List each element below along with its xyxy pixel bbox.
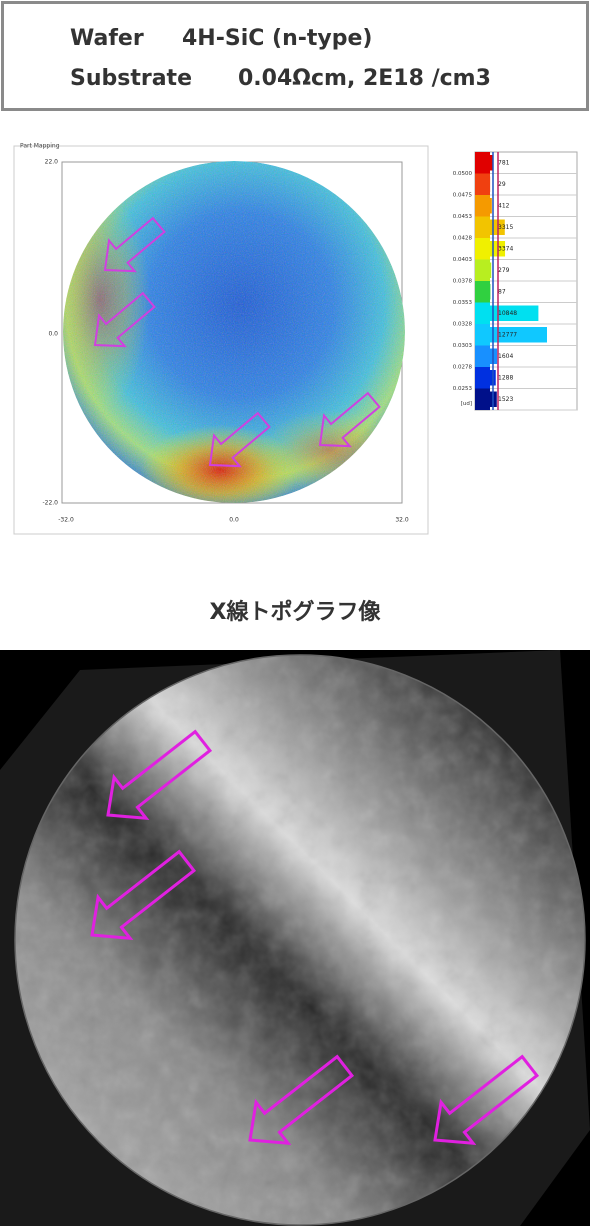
spec-value: 0.04Ωcm, 2E18 /cm3 <box>238 66 491 91</box>
spec-value: 4H-SiC (n-type) <box>182 26 373 51</box>
arrows <box>90 729 540 1146</box>
count-label: 12777 <box>498 331 517 338</box>
map-title: Part Mapping <box>20 143 60 150</box>
scale-label: 0.0328 <box>453 322 473 328</box>
scale-label: 0.0428 <box>453 236 473 242</box>
count-label: 1523 <box>498 396 513 403</box>
count-label: 10848 <box>498 310 517 317</box>
scale-label: 0.0353 <box>453 300 473 306</box>
count-bar <box>490 327 547 343</box>
scale-cell <box>475 216 490 238</box>
count-label: 781 <box>498 159 510 166</box>
count-label: 1288 <box>498 374 513 381</box>
scale-cell <box>475 345 490 367</box>
xray-image <box>0 650 590 1226</box>
count-label: 87 <box>498 288 506 295</box>
scale-label: 0.0278 <box>453 365 473 371</box>
count-bar <box>490 198 492 214</box>
scale-cell <box>475 388 490 410</box>
scale-unit: [ud] <box>461 401 472 407</box>
frame <box>13 145 429 535</box>
spec-box: Wafer 4H-SiC (n-type) Substrate 0.04Ωcm,… <box>1 1 589 111</box>
scale-cell <box>475 302 490 324</box>
count-label: 3374 <box>498 245 513 252</box>
count-label: 29 <box>498 181 506 188</box>
count-label: 1604 <box>498 353 513 360</box>
spec-label: Substrate <box>70 66 192 91</box>
scale-cell <box>475 281 490 303</box>
scale-label: 0.0500 <box>453 171 473 177</box>
x-tick-label: 32.0 <box>395 517 409 524</box>
scale-label: 0.0303 <box>453 343 473 349</box>
wafer-map: Part Mapping 22.0 0.0 -22.0 -32.0 0.0 32.0 78… <box>13 143 578 535</box>
spec-label: Wafer <box>70 26 144 51</box>
x-tick-label: -32.0 <box>58 517 74 524</box>
scale-cell <box>475 173 490 195</box>
count-bar <box>490 262 492 278</box>
y-tick-label: 0.0 <box>48 331 58 338</box>
y-tick-label: -22.0 <box>42 500 58 507</box>
scale-label: 0.0453 <box>453 214 473 220</box>
scale-cell <box>475 238 490 260</box>
scale-label: 0.0403 <box>453 257 473 263</box>
scale-label: 0.0378 <box>453 279 473 285</box>
count-bar <box>490 155 494 171</box>
topography-title: X線トポグラフ像 <box>209 600 381 625</box>
scale-cell <box>475 195 490 217</box>
scale-cell <box>475 324 490 346</box>
count-label: 412 <box>498 202 510 209</box>
scale-cell <box>475 259 490 281</box>
count-label: 279 <box>498 267 510 274</box>
count-bar <box>490 305 539 321</box>
x-tick-label: 0.0 <box>229 517 239 524</box>
scale-cell <box>475 367 490 389</box>
scale-cell <box>475 152 490 174</box>
scale-label: 0.0253 <box>453 386 473 392</box>
count-label: 3315 <box>498 224 513 231</box>
arrows <box>93 216 381 468</box>
y-tick-label: 22.0 <box>45 159 59 166</box>
scale-label: 0.0475 <box>453 193 473 199</box>
